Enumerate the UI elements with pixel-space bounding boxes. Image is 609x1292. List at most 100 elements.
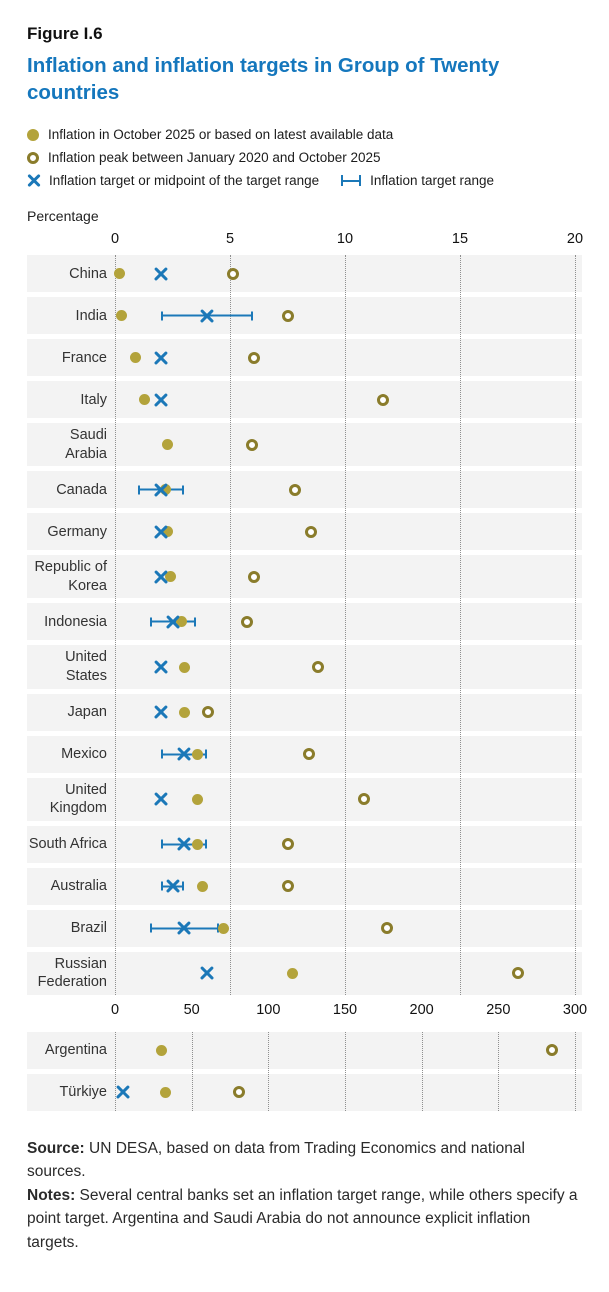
target-x: [155, 661, 168, 674]
row-republic-of-korea: Republic of Korea: [27, 555, 582, 599]
country-label: France: [61, 349, 107, 366]
marker-area: [115, 297, 575, 334]
x-axis-g20: 0 5 10 15 20: [111, 229, 583, 255]
inflation-dot: [130, 352, 142, 364]
notes-label: Notes:: [27, 1186, 76, 1204]
row-united-kingdom: United Kingdom: [27, 777, 582, 821]
peak-ring: [312, 661, 325, 674]
marker-area: [115, 1032, 575, 1069]
legend-target-label: Inflation target or midpoint of the targ…: [49, 173, 320, 189]
marker-area: [115, 826, 575, 863]
row-canada: Canada: [27, 471, 582, 509]
peak-ring: [233, 1086, 246, 1099]
marker-area: [115, 694, 575, 731]
country-label: Italy: [80, 391, 107, 408]
row-mexico: Mexico: [27, 735, 582, 773]
inflation-dot: [217, 922, 229, 934]
notes-text: Several central banks set an inflation t…: [27, 1186, 578, 1251]
peak-ring-icon: [27, 151, 39, 164]
target-x: [155, 525, 168, 538]
marker-area: [115, 471, 575, 508]
row-france: France: [27, 339, 582, 377]
country-label: Republic of Korea: [34, 559, 107, 594]
target-x: [178, 922, 191, 935]
legend: Inflation in October 2025 or based on la…: [27, 127, 582, 188]
row-türkiye: Türkiye: [27, 1073, 582, 1111]
marker-area: [115, 513, 575, 550]
row-germany: Germany: [27, 513, 582, 551]
notes-paragraph: Notes: Several central banks set an infl…: [27, 1184, 582, 1255]
axis-tick-250: 250: [486, 1001, 511, 1018]
legend-peak-label: Inflation peak between January 2020 and …: [48, 150, 381, 166]
peak-ring: [241, 615, 253, 628]
row-japan: Japan: [27, 693, 582, 731]
inflation-dot: [192, 838, 204, 850]
axis-tick-0: 0: [110, 231, 120, 248]
axis-tick-5: 5: [225, 231, 235, 248]
country-label: Canada: [56, 481, 107, 498]
axis-unit-caption: Percentage: [27, 208, 99, 225]
inflation-dot: [178, 706, 190, 718]
row-russian-federation: Russian Federation: [27, 951, 582, 995]
peak-ring: [247, 351, 260, 364]
inflation-dot: [160, 1086, 172, 1098]
inflation-dot: [192, 748, 204, 760]
country-label: Indonesia: [44, 613, 107, 630]
target-x: [155, 570, 168, 583]
marker-area: [115, 910, 575, 947]
marker-area: [115, 736, 575, 773]
axis-tick-300: 300: [562, 1001, 588, 1018]
target-x-icon: [27, 174, 40, 187]
axis-tick-150: 150: [332, 1001, 358, 1018]
marker-area: [115, 952, 575, 995]
country-label: United States: [65, 649, 107, 685]
country-label: United Kingdom: [49, 781, 107, 817]
source-label: Source:: [27, 1139, 85, 1157]
target-x: [116, 1086, 129, 1099]
country-label: China: [69, 265, 107, 282]
country-label: Germany: [47, 523, 107, 540]
figure-title: Inflation and inflation targets in Group…: [27, 54, 500, 104]
country-label: Brazil: [70, 919, 107, 936]
row-south-africa: South Africa: [27, 825, 582, 863]
marker-area: [115, 868, 575, 905]
marker-area: [115, 423, 575, 466]
target-x: [178, 748, 191, 761]
peak-ring: [282, 880, 295, 893]
x-axis-high-inflation: 0 50 100 150 200 250 300: [111, 1000, 587, 1032]
country-label: Mexico: [61, 745, 107, 762]
marker-area: [115, 381, 575, 418]
country-label: India: [75, 307, 107, 324]
axis-tick-0: 0: [110, 1001, 120, 1018]
axis-tick-20: 20: [566, 231, 584, 248]
country-label: Australia: [50, 877, 107, 894]
row-united-states: United States: [27, 645, 582, 689]
peak-ring: [282, 309, 295, 322]
legend-target-range-label: Inflation target range: [370, 173, 495, 189]
peak-ring: [245, 438, 258, 451]
country-label: Saudi Arabia: [65, 427, 107, 462]
row-brazil: Brazil: [27, 909, 582, 947]
inflation-dot: [155, 1044, 167, 1056]
target-range-icon: [341, 175, 362, 187]
marker-area: [115, 778, 575, 821]
axis-tick-50: 50: [183, 1001, 200, 1018]
row-australia: Australia: [27, 867, 582, 905]
peak-ring: [376, 393, 389, 406]
footer-notes: Source: UN DESA, based on data from Trad…: [27, 1137, 582, 1255]
country-label: South Africa: [28, 835, 107, 852]
source-paragraph: Source: UN DESA, based on data from Trad…: [27, 1137, 582, 1184]
plot-area-high-inflation: Argentina Türkiye: [27, 1031, 582, 1111]
inflation-dot: [176, 616, 188, 628]
peak-ring: [227, 267, 240, 280]
g20-inflation-chart: 0 5 10 15 20 China India France Italy Saudi Arab…: [27, 229, 583, 995]
peak-ring: [303, 748, 316, 761]
peak-ring: [282, 838, 295, 851]
peak-ring: [512, 967, 525, 980]
inflation-dot: [139, 394, 151, 406]
peak-ring: [289, 483, 302, 496]
marker-area: [115, 555, 575, 598]
row-india: India: [27, 297, 582, 335]
high-inflation-chart: 0 50 100 150 200 250 300 Argentina Türkiye: [27, 1000, 587, 1111]
